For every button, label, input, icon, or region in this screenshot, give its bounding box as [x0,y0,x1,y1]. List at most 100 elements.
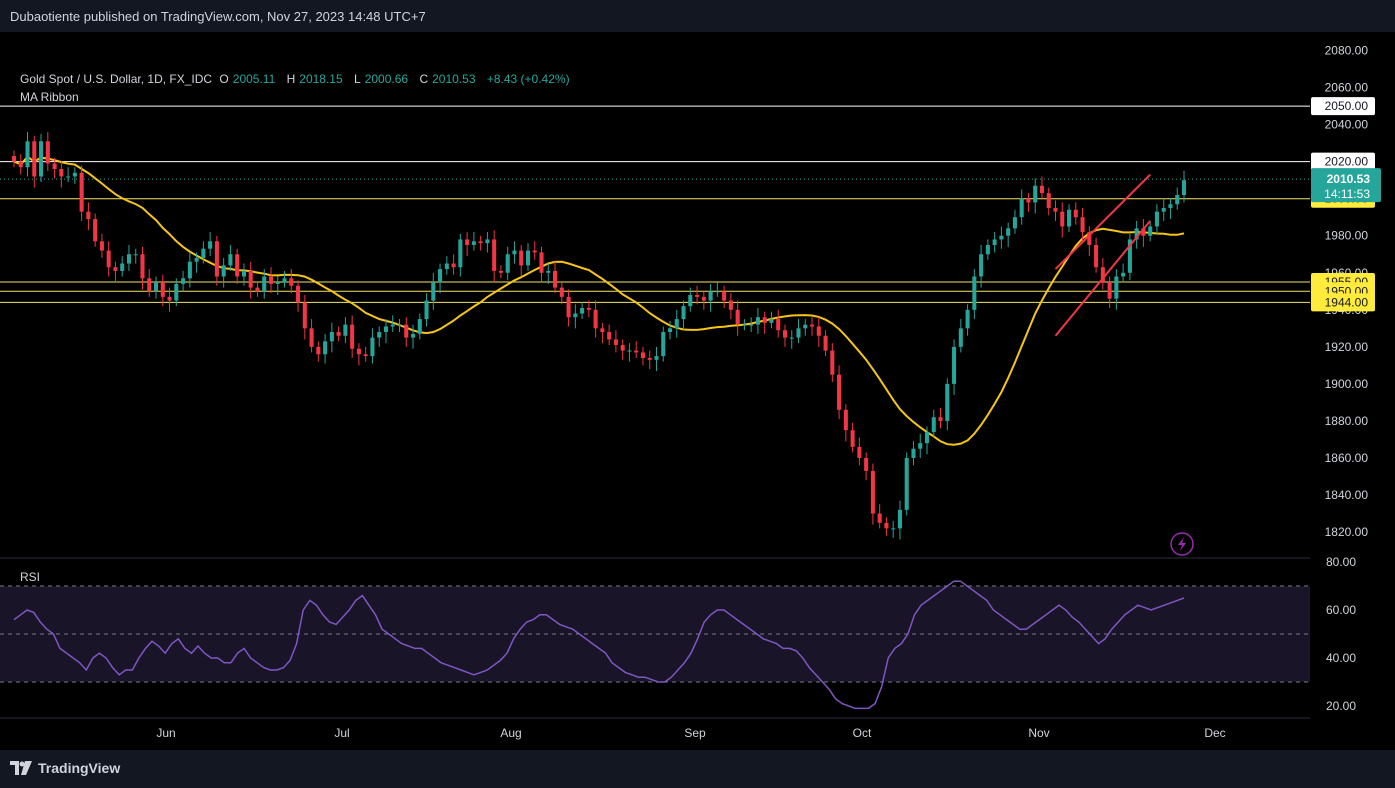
candle-body [133,254,138,256]
candle-body [735,309,740,325]
candle-body [573,313,578,318]
countdown-text: 14:11:53 [1324,187,1370,201]
candle-body [891,528,896,530]
chart-legend: Gold Spot / U.S. Dollar, 1D, FX_IDC O 200… [20,72,574,104]
support-tag-text: 1944.00 [1325,295,1369,309]
candle-body [857,446,862,458]
candle-body [329,332,334,342]
candle-body [39,141,44,177]
symbol-label[interactable]: Gold Spot / U.S. Dollar, 1D, FX_IDC [20,72,213,86]
candle-body [667,328,673,333]
candle-body [512,250,517,255]
candle-body [438,269,443,283]
candle-body [755,317,760,325]
candle-body [532,250,537,253]
candle-body [201,248,206,258]
candle-body [897,509,902,529]
candle-body [979,254,984,277]
tradingview-logo[interactable]: TradingView [10,760,120,776]
time-tick-label: Jul [334,726,349,740]
candle-body [410,333,416,338]
chart-canvas[interactable]: 2080.002060.002040.002020.002000.001980.… [0,32,1395,750]
candle-body [708,291,713,301]
price-tick-label: 1920.00 [1325,340,1369,354]
candle-body [181,278,186,284]
time-tick-label: Oct [853,726,872,740]
candle-body [1181,180,1187,195]
candle-body [519,250,524,266]
candle-body [911,448,916,458]
candle-body [1080,217,1085,233]
candle-body [79,172,84,212]
rsi-tick-label: 20.00 [1326,699,1356,713]
rsi-tick-label: 40.00 [1326,651,1356,665]
price-tick-label: 1880.00 [1325,414,1369,428]
candle-body [59,169,64,177]
price-axis[interactable] [1310,32,1395,750]
candle-body [86,211,91,220]
candle-body [1100,267,1105,283]
candles [11,132,1187,540]
lightning-icon[interactable] [1170,532,1194,556]
candle-body [262,276,267,292]
candle-body [695,295,700,297]
candle-body [607,332,612,340]
candle-body [674,319,679,329]
rsi-label[interactable]: RSI [20,570,41,584]
indicator-label[interactable]: MA Ribbon [20,90,79,104]
candle-body [93,219,98,242]
candle-body [478,241,483,244]
time-tick-label: Aug [500,726,521,740]
candle-body [1175,194,1180,205]
candle-body [803,324,808,329]
grid-lines [0,585,1310,683]
rsi-line-group [13,580,1185,710]
candle-body [377,332,382,338]
candle-body [613,339,618,346]
rising-channel [1054,173,1151,337]
high-label: H [286,72,296,86]
candle-body [282,278,287,283]
candle-body [208,241,213,249]
candle-body [1148,226,1153,236]
candle-body [647,357,652,360]
resistance-tag-text: 2020.00 [1325,155,1369,169]
ma-ribbon [13,155,1185,446]
price-tick-label: 1860.00 [1325,451,1369,465]
candle-body [816,326,821,336]
candle-body [160,282,165,297]
open-value: 2005.11 [232,72,276,86]
candle-body [356,348,361,355]
candle-body [546,270,551,273]
time-tick-label: Jun [156,726,175,740]
candle-body [268,276,274,284]
last-price-tag-text: 2010.53 [1327,172,1371,186]
candle-body [715,291,720,293]
change-value: +8.43 (+0.42%) [486,72,570,86]
candle-body [187,261,192,279]
price-tick-label: 2080.00 [1325,44,1369,58]
candle-body [25,141,30,168]
candle-body [1012,217,1017,229]
candle-body [742,324,747,326]
candle-body [870,470,875,514]
candle-body [1026,198,1031,203]
candle-body [485,239,490,244]
low-label: L [354,72,361,86]
candle-body [1033,185,1038,203]
candle-body [931,417,936,433]
candle-body [45,141,50,164]
candle-body [1141,228,1146,236]
candle-body [1039,185,1045,194]
candle-body [126,254,131,264]
candle-body [316,346,321,355]
chart-area[interactable]: 2080.002060.002040.002020.002000.001980.… [0,32,1395,750]
candle-body [255,287,260,292]
candle-body [370,337,375,357]
price-tick-label: 1840.00 [1325,488,1369,502]
candle-body [728,300,733,310]
candle-body [383,326,388,333]
time-tick-label: Sep [684,726,706,740]
candle-body [404,324,409,338]
candle-body [1053,207,1058,212]
